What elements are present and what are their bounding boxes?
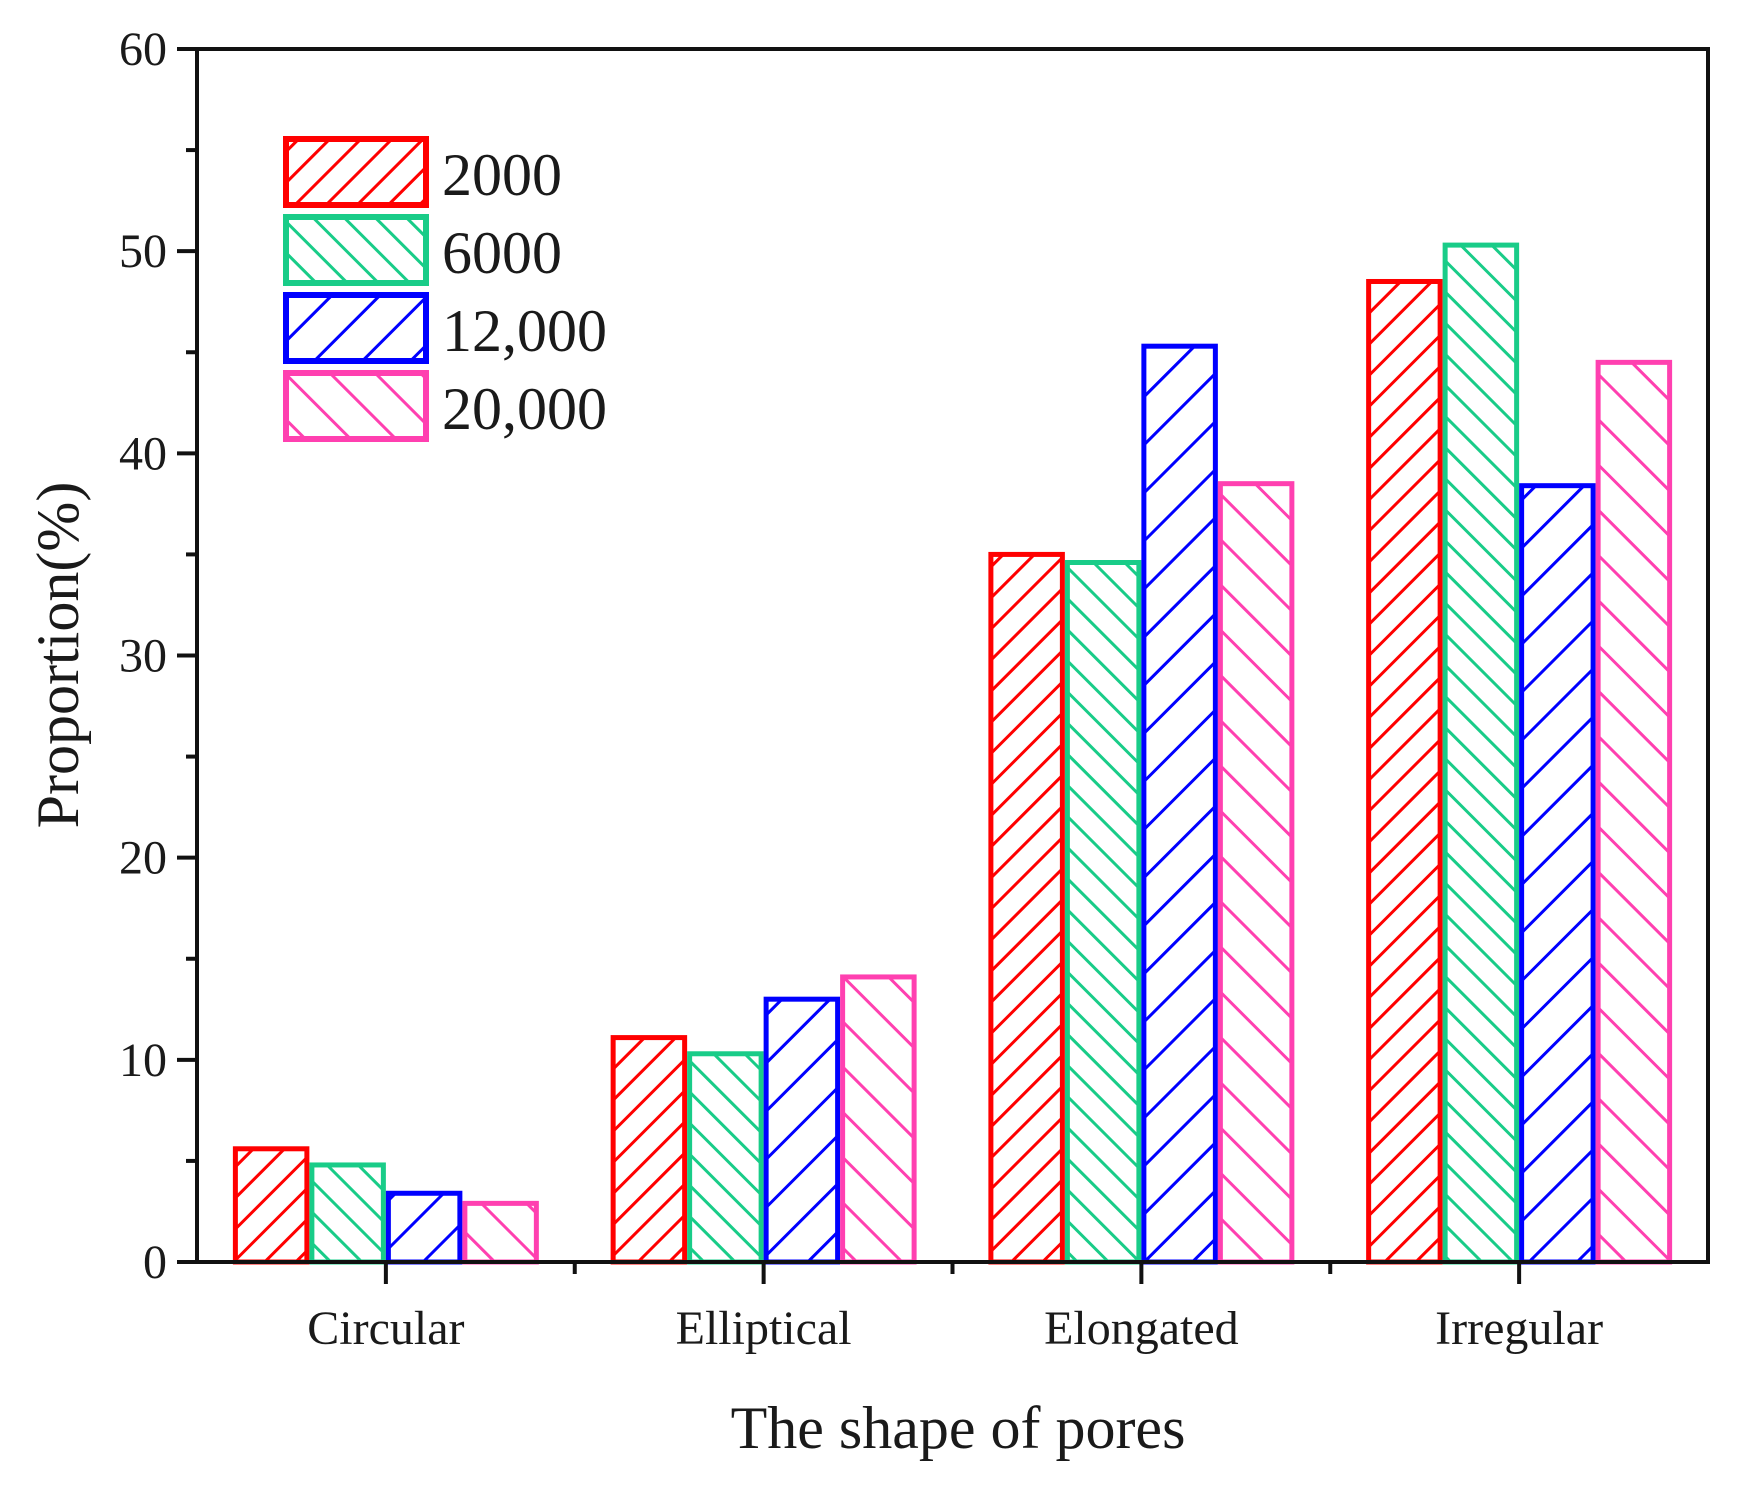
legend-item: 20,000 — [283, 370, 607, 442]
y-axis-title: Proportion(%) — [25, 482, 91, 829]
legend-label: 12,000 — [442, 298, 607, 364]
bar-elongated-12000 — [1141, 343, 1218, 1265]
y-tick-label: 0 — [143, 1236, 167, 1289]
bar-elliptical-20000 — [840, 974, 917, 1265]
legend-swatch — [283, 370, 429, 442]
legend-label: 20,000 — [442, 376, 607, 442]
bar-circular-2000 — [232, 1146, 310, 1265]
y-tick-label: 10 — [119, 1034, 167, 1087]
legend-item: 2000 — [283, 136, 562, 208]
legend-label: 6000 — [442, 220, 562, 286]
bar-elliptical-6000 — [687, 1051, 764, 1265]
y-tick-label: 60 — [119, 23, 167, 76]
legend-swatch — [283, 292, 429, 364]
bar-irregular-12000 — [1519, 483, 1596, 1265]
legend-swatch — [283, 136, 429, 208]
legend-label: 2000 — [442, 142, 562, 208]
x-tick-label: Elliptical — [676, 1302, 852, 1355]
bar-elongated-20000 — [1217, 481, 1295, 1265]
bar-elongated-2000 — [988, 551, 1065, 1265]
y-tick-label: 20 — [119, 832, 167, 885]
x-tick-label: Elongated — [1044, 1302, 1239, 1355]
x-tick-label: Irregular — [1435, 1302, 1603, 1355]
bar-elliptical-2000 — [610, 1035, 688, 1265]
bar-circular-12000 — [385, 1190, 463, 1265]
bar-irregular-6000 — [1442, 242, 1520, 1265]
bar-irregular-2000 — [1366, 278, 1443, 1265]
bar-elongated-6000 — [1064, 560, 1142, 1265]
legend-item: 6000 — [283, 214, 562, 286]
bar-circular-6000 — [309, 1162, 386, 1265]
legend-swatch — [283, 214, 429, 286]
bar-irregular-20000 — [1595, 359, 1673, 1265]
bar-circular-20000 — [462, 1200, 539, 1265]
y-tick-label: 40 — [119, 427, 167, 480]
legend-item: 12,000 — [283, 292, 607, 364]
x-axis-title: The shape of pores — [731, 1395, 1186, 1461]
y-tick-label: 30 — [119, 630, 167, 683]
legend: 2000 6000 12,000 20,000 — [283, 136, 607, 442]
y-tick-label: 50 — [119, 225, 167, 278]
axes-layer: 0 10 20 30 40 50 60 Circular Elliptical Elongated… — [119, 23, 1710, 1355]
bar-elliptical-12000 — [763, 996, 841, 1265]
x-tick-label: Circular — [307, 1302, 464, 1355]
